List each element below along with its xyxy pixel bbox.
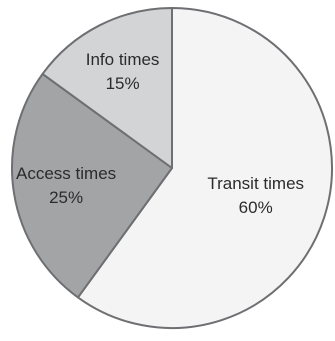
pie-slice-access-times bbox=[11, 72, 173, 299]
pie-labels: Transit times 60% Access times 25% Info time… bbox=[16, 50, 304, 217]
slice-label-name: Info times bbox=[86, 50, 160, 69]
slice-label-value: 60% bbox=[239, 198, 273, 217]
slice-label-value: 25% bbox=[49, 188, 83, 207]
slice-label-name: Transit times bbox=[207, 174, 304, 193]
slice-label-value: 15% bbox=[106, 74, 140, 93]
pie-slices bbox=[11, 7, 333, 329]
slice-label-name: Access times bbox=[16, 164, 116, 183]
pie-slice-transit-times bbox=[76, 7, 333, 329]
pie-slice-info-times bbox=[41, 7, 173, 169]
